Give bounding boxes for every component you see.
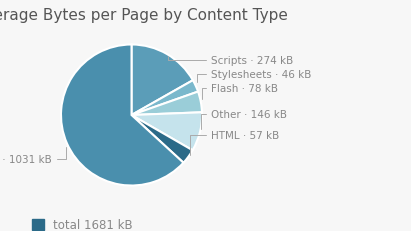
Wedge shape	[132, 45, 193, 116]
Wedge shape	[61, 45, 183, 186]
Text: Scripts · 274 kB: Scripts · 274 kB	[168, 56, 293, 66]
Legend: total 1681 kB: total 1681 kB	[27, 214, 137, 231]
Wedge shape	[132, 92, 202, 116]
Title: Average Bytes per Page by Content Type: Average Bytes per Page by Content Type	[0, 7, 288, 22]
Text: Flash · 78 kB: Flash · 78 kB	[202, 84, 278, 99]
Wedge shape	[132, 81, 198, 116]
Wedge shape	[132, 116, 193, 163]
Text: Other · 146 kB: Other · 146 kB	[201, 109, 287, 130]
Text: Stylesheets · 46 kB: Stylesheets · 46 kB	[197, 70, 312, 83]
Wedge shape	[132, 113, 202, 151]
Text: Images · 1031 kB: Images · 1031 kB	[0, 147, 66, 164]
Text: HTML · 57 kB: HTML · 57 kB	[189, 130, 279, 155]
